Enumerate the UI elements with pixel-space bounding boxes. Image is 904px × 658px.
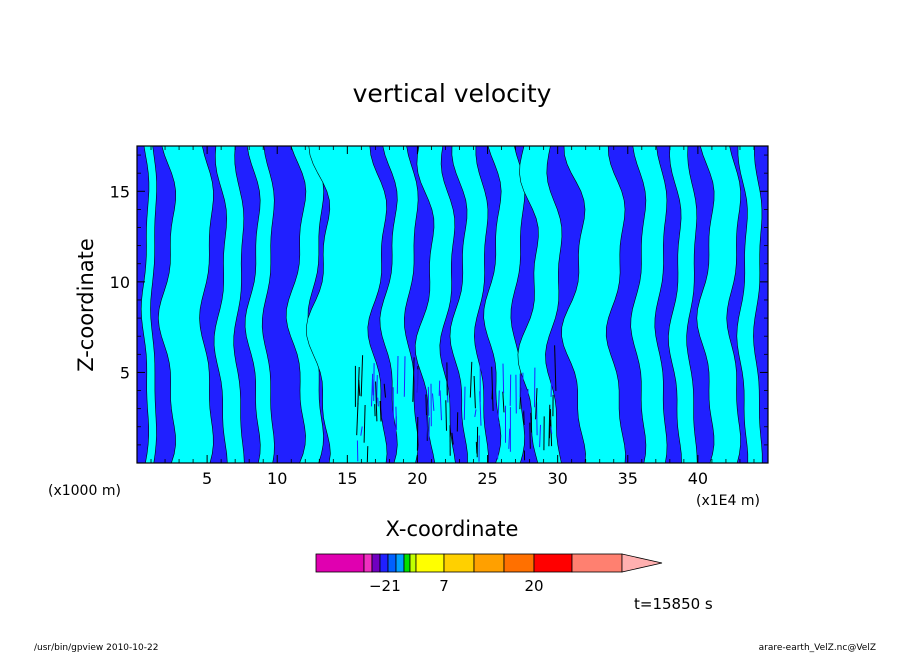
streak: [377, 375, 378, 403]
streak: [378, 398, 379, 407]
y-tick-label: 10: [110, 273, 130, 292]
y-axis-label: Z-coordinate: [74, 238, 98, 372]
colorbar-segment-7: [410, 554, 416, 572]
x-tick-label: 35: [618, 469, 638, 488]
streak: [429, 417, 430, 444]
x-tick-label: 20: [407, 469, 427, 488]
colorbar-segment-6: [404, 554, 410, 572]
streak: [446, 400, 447, 431]
time-label: t=15850 s: [634, 595, 713, 613]
streak: [422, 425, 423, 453]
streak: [530, 423, 531, 449]
colorbar-segment-4: [388, 554, 396, 572]
colorbar-segment-0: [316, 554, 364, 572]
x-unit-right: (x1E4 m): [696, 493, 760, 509]
colorbar-segment-13: [572, 554, 622, 572]
streak: [537, 402, 538, 435]
colorbar-arrow: [622, 554, 662, 572]
streak: [503, 364, 504, 394]
y-tick-label: 5: [120, 363, 130, 382]
plot-area: [137, 146, 768, 463]
x-tick-label: 15: [337, 469, 357, 488]
colorbar-segment-5: [396, 554, 404, 572]
streak: [510, 375, 511, 406]
y-tick-label: 15: [110, 182, 130, 201]
chart-title: vertical velocity: [353, 79, 552, 108]
x-tick-label: 5: [202, 469, 212, 488]
x-axis-label: X-coordinate: [386, 517, 519, 541]
x-tick-label: 25: [477, 469, 497, 488]
x-tick-label: 40: [688, 469, 708, 488]
streak: [428, 387, 429, 416]
colorbar-label: 20: [524, 577, 543, 595]
streak: [528, 389, 529, 419]
streak: [404, 356, 405, 397]
streak: [464, 387, 465, 420]
colorbar-segment-2: [372, 554, 380, 572]
colorbar-segment-8: [416, 554, 444, 572]
streak: [373, 379, 374, 395]
colorbar-segment-10: [474, 554, 504, 572]
colorbar-label: −2: [369, 577, 391, 595]
colorbar-segment-12: [534, 554, 572, 572]
colorbar-segment-11: [504, 554, 534, 572]
streak: [439, 381, 440, 396]
colorbar-label: 1: [391, 577, 401, 595]
x-tick-label: 10: [267, 469, 287, 488]
colorbar-segment-9: [444, 554, 474, 572]
colorbar-label: 7: [439, 577, 449, 595]
streak: [531, 413, 532, 433]
x-unit-left: (x1000 m): [48, 483, 121, 499]
x-tick-label: 30: [547, 469, 567, 488]
colorbar-segment-1: [364, 554, 372, 572]
streak: [397, 356, 398, 394]
colorbar-segment-3: [380, 554, 388, 572]
colorbar: [316, 554, 662, 572]
footer-right: arare-earth_VelZ.nc@VelZ: [759, 643, 876, 653]
streak: [367, 446, 368, 462]
footer-left: /usr/bin/gpview 2010-10-22: [34, 643, 158, 653]
